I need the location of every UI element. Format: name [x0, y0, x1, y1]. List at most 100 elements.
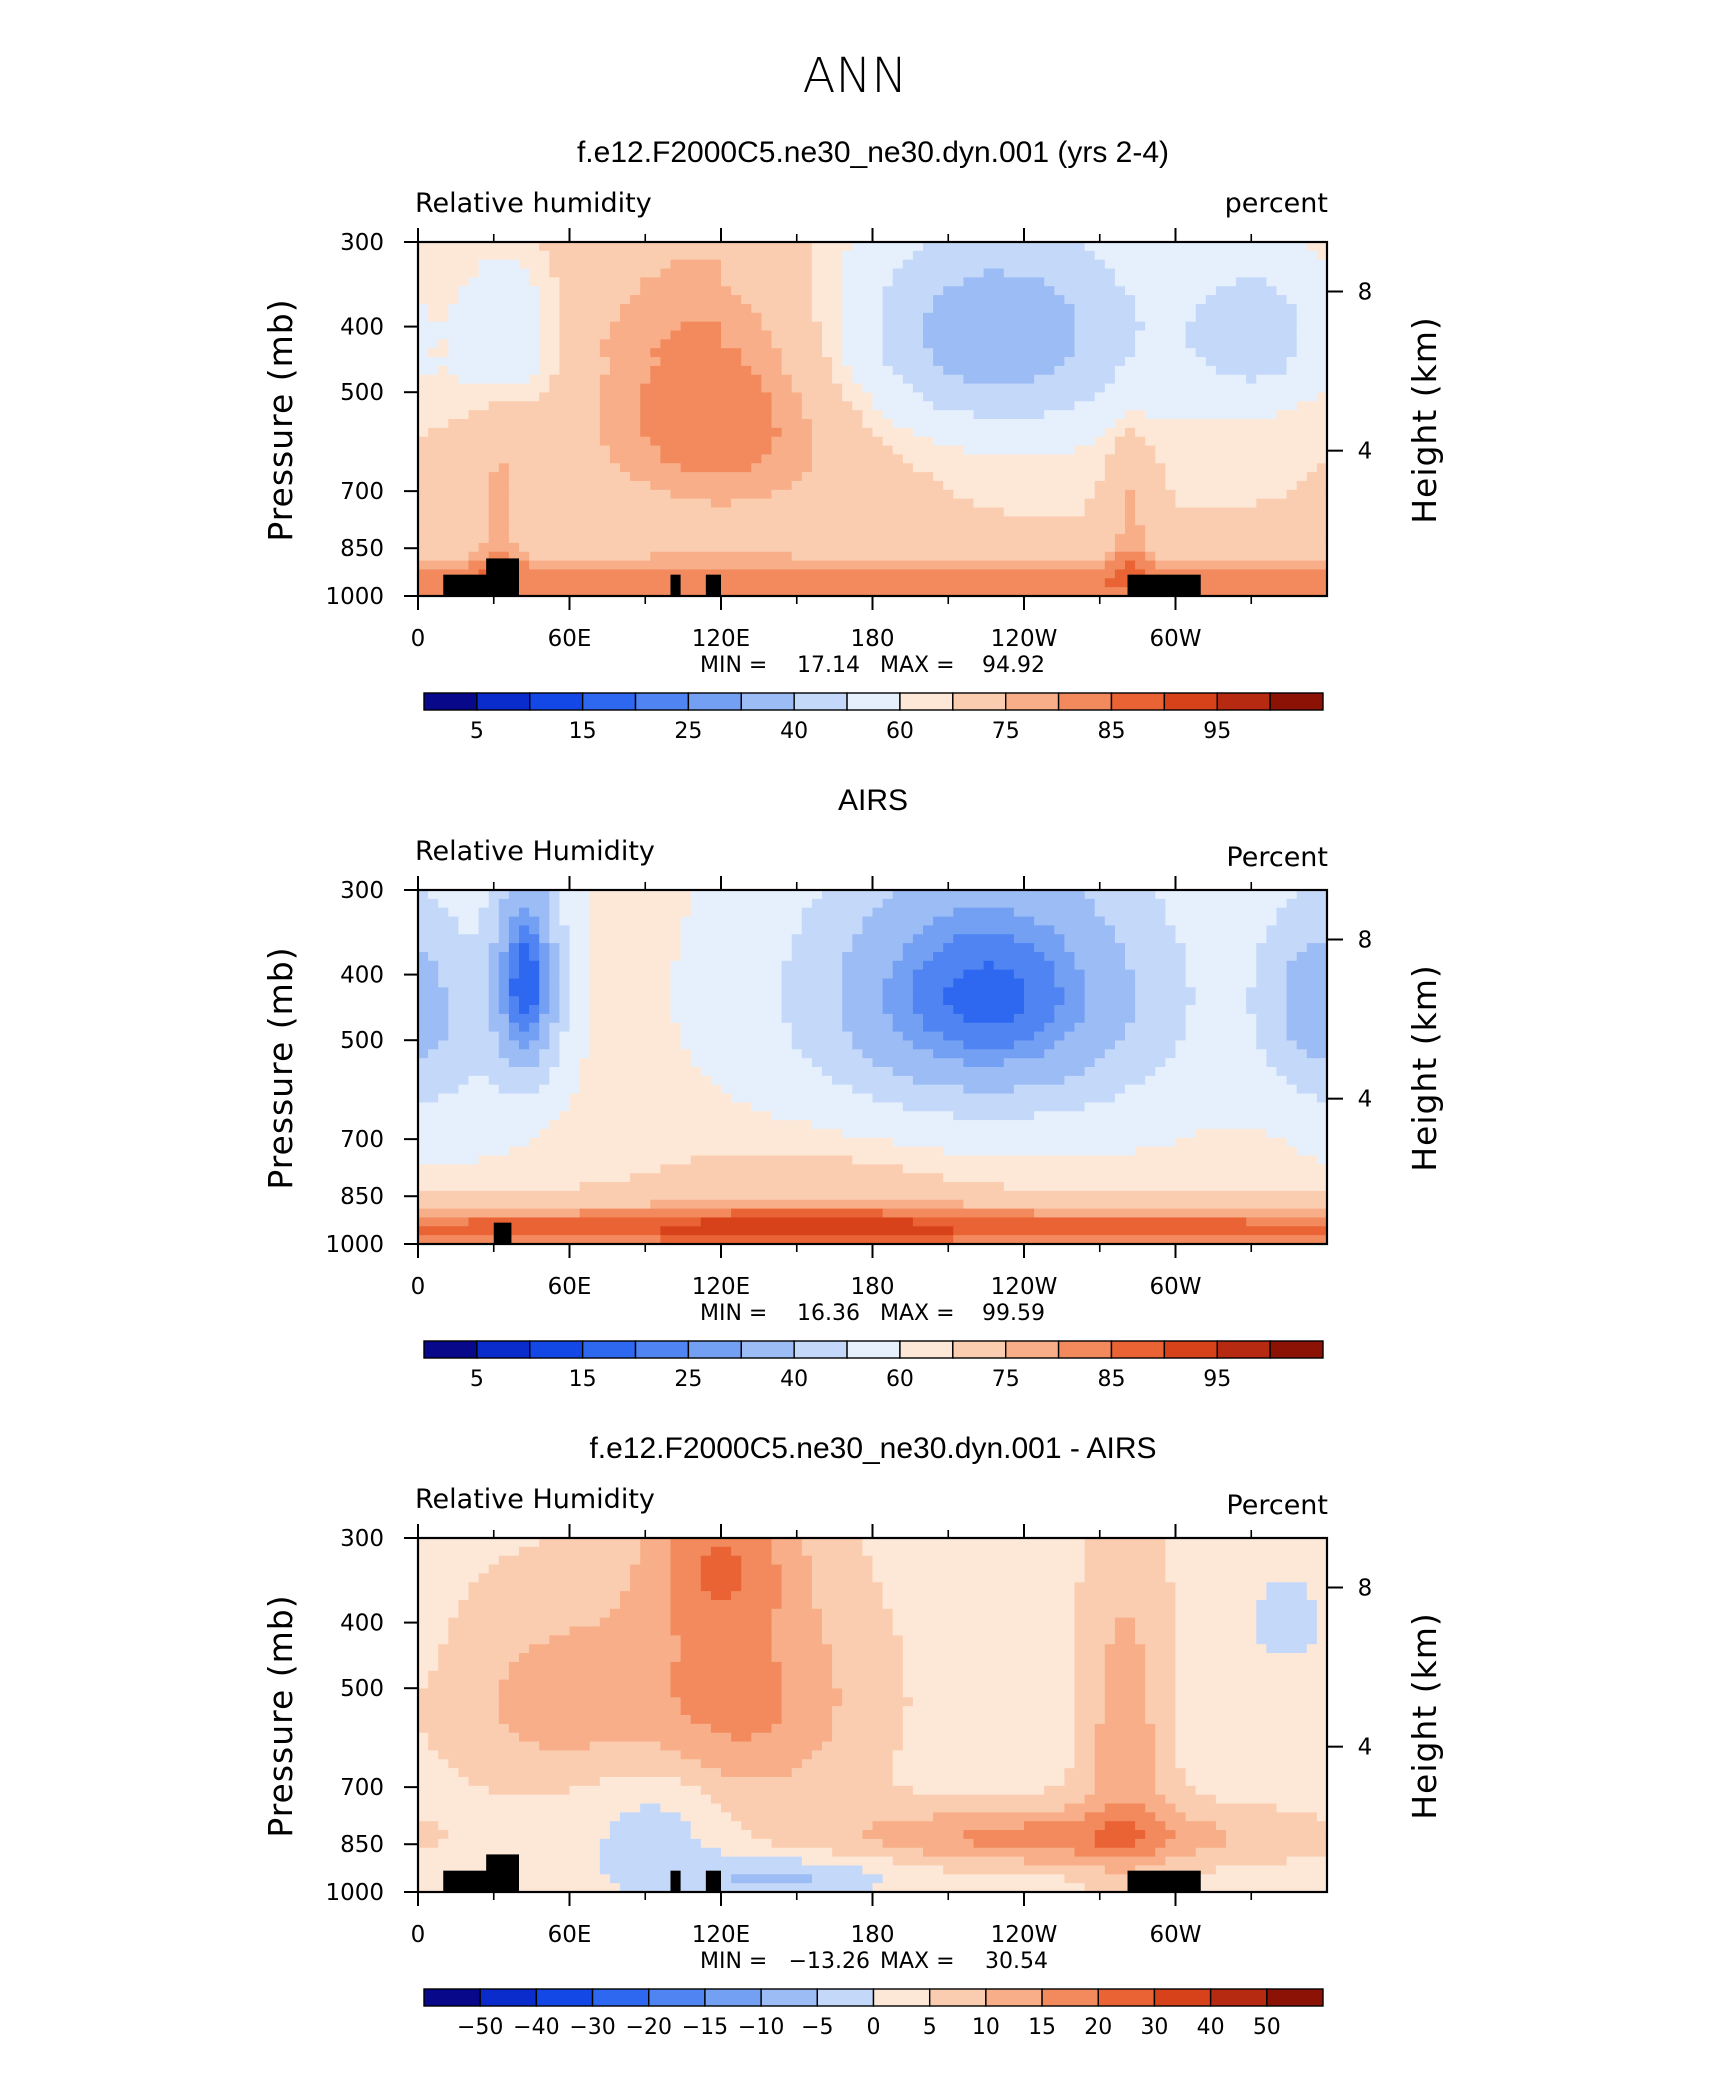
- contour-cell: [519, 1005, 530, 1015]
- colorbar-box: [1057, 692, 1113, 711]
- contour-cell: [781, 427, 813, 438]
- colorbar-label: 15: [569, 1367, 597, 1392]
- contour-cell: [418, 357, 540, 367]
- contour-cell: [640, 401, 773, 411]
- contour-cell: [1104, 1715, 1146, 1725]
- contour-cell: [418, 1564, 490, 1574]
- contour-cell: [1195, 987, 1247, 997]
- contour-cell: [771, 339, 823, 349]
- contour-cell: [418, 1102, 571, 1112]
- y-tick-label: 700: [340, 1127, 384, 1153]
- contour-cell: [953, 1111, 1035, 1121]
- contour-cell: [418, 480, 490, 491]
- contour-cell: [498, 1084, 540, 1095]
- contour-cell: [680, 321, 722, 332]
- contour-cell: [700, 1573, 742, 1583]
- contour-cell: [418, 943, 490, 953]
- contour-cell: [418, 339, 439, 349]
- contour-cell: [549, 268, 661, 278]
- contour-cell: [781, 1005, 843, 1015]
- contour-cell: [1104, 1661, 1146, 1672]
- contour-cell: [599, 410, 641, 420]
- contour-cell: [811, 268, 843, 278]
- contour-cell: [609, 1608, 672, 1619]
- contour-cell: [448, 1635, 550, 1645]
- contour-cell: [1114, 1635, 1136, 1645]
- contour-cell: [418, 242, 540, 252]
- contour-cell: [862, 1865, 944, 1875]
- contour-cell: [670, 1573, 702, 1583]
- contour-cell: [549, 987, 560, 997]
- contour-cell: [468, 551, 490, 562]
- contour-cell: [539, 312, 560, 323]
- contour-cell: [1276, 916, 1328, 926]
- contour-cell: [508, 969, 520, 980]
- contour-cell: [569, 1626, 672, 1636]
- contour-cell: [418, 1005, 449, 1015]
- contour-cell: [498, 978, 510, 988]
- contour-cell: [569, 951, 591, 962]
- contour-cell: [508, 951, 520, 962]
- contour-cell: [811, 1573, 874, 1583]
- contour-cell: [721, 321, 762, 332]
- contour-cell: [892, 960, 924, 971]
- x-tick-label: 60W: [1149, 626, 1201, 652]
- contour-cell: [508, 978, 540, 988]
- contour-cell: [953, 907, 1015, 918]
- contour-cell: [1256, 1626, 1318, 1636]
- contour-cell: [589, 987, 672, 997]
- contour-cell: [1003, 1182, 1328, 1192]
- contour-cell: [589, 1031, 682, 1042]
- contour-cell: [1316, 392, 1328, 402]
- contour-cell: [1296, 401, 1328, 411]
- contour-cell: [1175, 1741, 1328, 1751]
- contour-cell: [418, 268, 480, 278]
- contour-cell: [670, 1555, 702, 1566]
- contour-cell: [670, 987, 783, 997]
- y2-tick-label: 4: [1358, 1087, 1373, 1113]
- contour-cell: [781, 978, 843, 988]
- contour-cell: [1175, 1759, 1328, 1769]
- contour-cell: [418, 392, 540, 402]
- contour-cell: [1094, 250, 1318, 261]
- contour-cell: [852, 1031, 904, 1042]
- contour-cell: [650, 480, 793, 491]
- contour-cell: [690, 907, 803, 918]
- contour-cell: [508, 960, 520, 971]
- contour-cell: [508, 551, 530, 562]
- contour-cell: [1276, 410, 1328, 420]
- contour-cell: [488, 890, 510, 900]
- contour-cell: [761, 374, 793, 385]
- contour-cell: [1114, 1626, 1136, 1636]
- contour-cell: [842, 392, 874, 402]
- contour-cell: [448, 1005, 490, 1015]
- contour-cell: [1175, 1644, 1267, 1654]
- contour-cell: [488, 401, 601, 411]
- contour-cell: [1125, 525, 1146, 535]
- contour-cell: [488, 480, 510, 491]
- contour-cell: [1286, 969, 1328, 980]
- contour-cell: [640, 1555, 672, 1566]
- contour-cell: [882, 321, 924, 332]
- contour-cell: [488, 987, 500, 997]
- contour-cell: [418, 489, 490, 500]
- contour-cell: [741, 1582, 783, 1592]
- contour-cell: [680, 1697, 783, 1707]
- y-axis-title: Pressure (mb): [261, 1594, 300, 1837]
- contour-cell: [508, 996, 520, 1006]
- contour-cell: [539, 357, 560, 367]
- contour-cell: [428, 1732, 520, 1743]
- contour-cell: [589, 951, 682, 962]
- contour-cell: [458, 374, 530, 385]
- contour-cell: [438, 978, 490, 988]
- contour-cell: [842, 250, 914, 261]
- contour-cell: [811, 1874, 884, 1884]
- contour-cell: [1125, 943, 1187, 953]
- contour-cell: [751, 1830, 863, 1840]
- contour-cell: [498, 898, 550, 909]
- contour-cell: [832, 1679, 904, 1690]
- contour-cell: [549, 907, 560, 918]
- contour-cell: [569, 1093, 732, 1103]
- contour-cell: [508, 489, 672, 500]
- terrain-mask: [705, 1870, 721, 1892]
